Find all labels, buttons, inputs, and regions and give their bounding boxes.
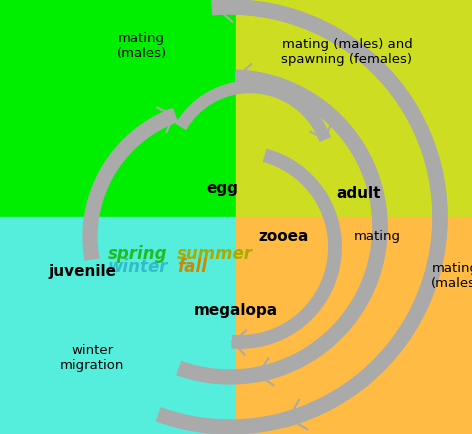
Text: zooea: zooea bbox=[258, 229, 308, 244]
Text: mating (males) and
spawning (females): mating (males) and spawning (females) bbox=[281, 38, 413, 66]
Text: winter
migration: winter migration bbox=[60, 344, 124, 372]
Text: fall: fall bbox=[177, 258, 207, 276]
Text: juvenile: juvenile bbox=[49, 264, 117, 279]
Bar bbox=[236, 0, 472, 217]
Text: mating
(males): mating (males) bbox=[117, 32, 167, 59]
Text: winter: winter bbox=[107, 258, 168, 276]
Text: spring: spring bbox=[108, 245, 168, 263]
Text: mating: mating bbox=[354, 230, 401, 243]
Text: megalopa: megalopa bbox=[194, 303, 278, 318]
Bar bbox=[0, 217, 236, 434]
Text: adult: adult bbox=[337, 186, 381, 201]
Text: summer: summer bbox=[177, 245, 253, 263]
Text: mating
(males): mating (males) bbox=[430, 262, 472, 289]
Text: egg: egg bbox=[206, 181, 238, 196]
Bar bbox=[0, 0, 236, 217]
Bar bbox=[236, 217, 472, 434]
